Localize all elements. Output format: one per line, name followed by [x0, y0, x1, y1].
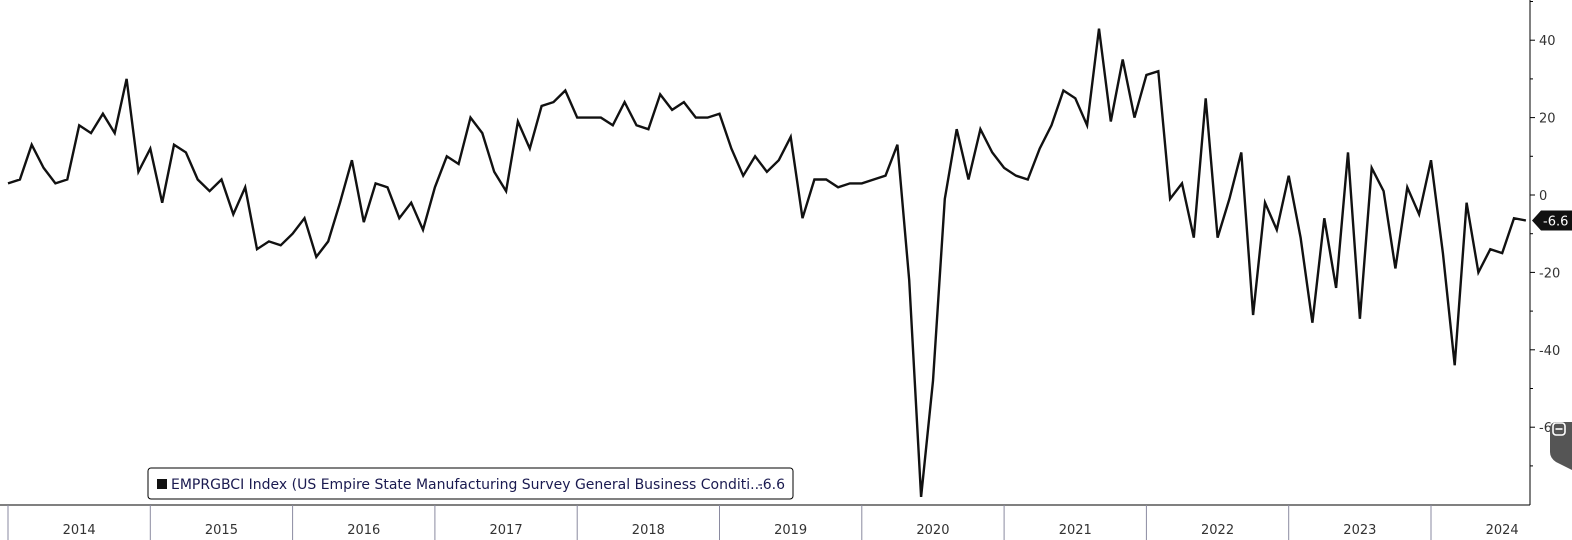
- y-tick-label: -40: [1539, 344, 1560, 359]
- series-line: [7, 28, 1527, 498]
- x-tick-label: 2024: [1486, 523, 1519, 538]
- x-tick-label: 2016: [347, 523, 380, 538]
- x-tick-label: 2015: [205, 523, 238, 538]
- zoom-handle[interactable]: [1550, 422, 1572, 470]
- y-tick-label: -20: [1539, 266, 1560, 281]
- legend-swatch: [157, 479, 167, 489]
- y-tick-label: 20: [1539, 112, 1556, 127]
- zoom-handle-icon: [1552, 422, 1566, 436]
- x-tick-label: 2020: [916, 523, 949, 538]
- y-axis-ticks: [1530, 1, 1535, 467]
- x-tick-label: 2017: [490, 523, 523, 538]
- x-tick-label: 2014: [63, 523, 96, 538]
- x-tick-label: 2019: [774, 523, 807, 538]
- last-value-badge: -6.6: [1532, 210, 1572, 231]
- y-tick-label: 40: [1539, 34, 1556, 49]
- legend-label: EMPRGBCI Index (US Empire State Manufact…: [171, 477, 763, 493]
- zoom-handle-shape[interactable]: [1550, 422, 1572, 470]
- x-axis-ticks: [7, 505, 1432, 540]
- x-tick-label: 2022: [1201, 523, 1234, 538]
- x-tick-label: 2023: [1343, 523, 1376, 538]
- legend: EMPRGBCI Index (US Empire State Manufact…: [147, 467, 794, 500]
- x-axis-tick-labels: 2014 2015 2016 2017 2018 2019 2020 2021 2022 2023…: [63, 523, 1519, 538]
- x-tick-label: 2021: [1059, 523, 1092, 538]
- y-tick-label: 0: [1539, 189, 1547, 204]
- legend-box: [147, 467, 794, 500]
- legend-value: -6.6: [758, 477, 785, 493]
- last-value-label: -6.6: [1543, 215, 1568, 230]
- last-value-badge-shape: [1532, 210, 1572, 231]
- x-tick-label: 2018: [632, 523, 665, 538]
